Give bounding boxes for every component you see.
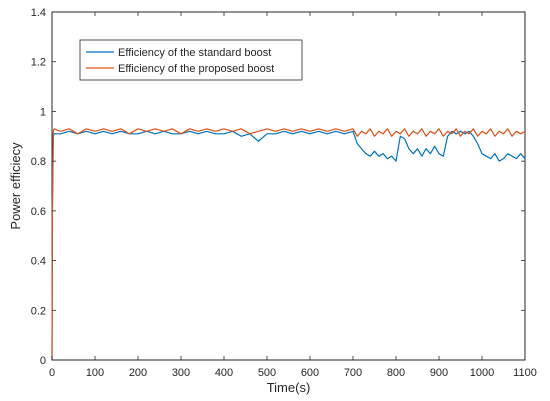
x-tick-label: 200 — [129, 367, 147, 379]
y-tick-label: 1 — [40, 106, 46, 118]
x-tick-label: 700 — [344, 367, 362, 379]
x-tick-label: 900 — [430, 367, 448, 379]
y-tick-label: 0.4 — [31, 256, 46, 268]
x-tick-label: 500 — [258, 367, 276, 379]
x-tick-label: 0 — [49, 367, 55, 379]
y-tick-label: 0.6 — [31, 206, 46, 218]
legend-box — [79, 39, 303, 81]
series-line-0 — [51, 130, 526, 361]
x-tick-label: 300 — [172, 367, 190, 379]
series-line-1 — [51, 128, 526, 361]
x-tick-label: 1100 — [513, 367, 537, 379]
x-tick-label: 800 — [387, 367, 405, 379]
y-axis-label: Power efficiecy — [8, 142, 23, 230]
legend-label-proposed: Efficiency of the proposed boost — [118, 63, 274, 75]
legend-label-standard: Efficiency of the standard boost — [118, 47, 271, 59]
legend: Efficiency of the standard boost Efficie… — [79, 39, 303, 81]
x-tick-label: 600 — [301, 367, 319, 379]
x-tick-label: 1000 — [470, 367, 494, 379]
x-tick-label: 400 — [215, 367, 233, 379]
y-tick-label: 0.8 — [31, 156, 46, 168]
x-tick-label: 100 — [86, 367, 104, 379]
series-layer — [51, 128, 526, 361]
x-axis-label: Time(s) — [267, 380, 311, 395]
x-axis-ticks: 0 100 200 300 400 500 600 700 800 900 1000 1100 — [49, 12, 537, 379]
y-tick-label: 0.2 — [31, 305, 46, 317]
y-axis-ticks: 0 0.2 0.4 0.6 0.8 1 1.2 1.4 — [31, 7, 525, 367]
y-tick-label: 1.2 — [31, 57, 46, 69]
y-tick-label: 0 — [40, 355, 46, 367]
y-tick-label: 1.4 — [31, 7, 46, 19]
